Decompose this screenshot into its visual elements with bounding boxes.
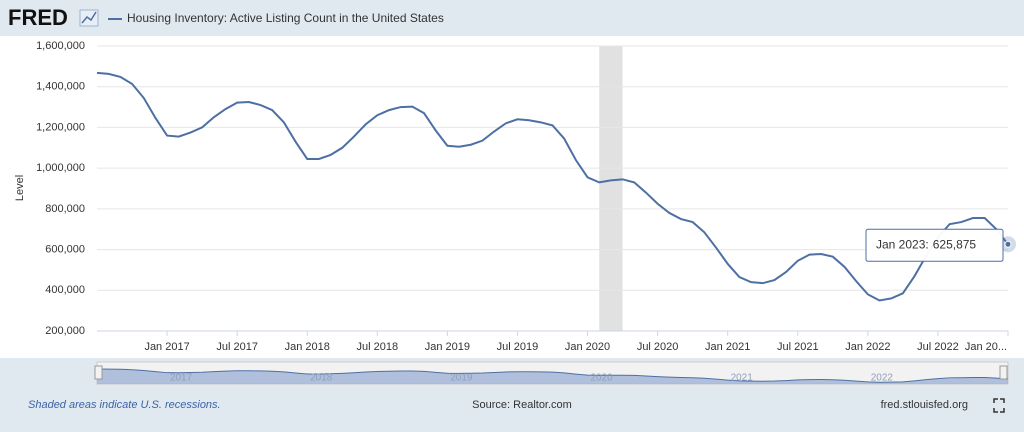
navigator-label: 2019 [450, 373, 473, 384]
navigator-label: 2018 [310, 373, 333, 384]
x-tick-label: Jul 2019 [497, 341, 539, 353]
y-tick-label: 1,600,000 [36, 40, 85, 52]
source: Source: Realtor.com [472, 399, 572, 411]
fullscreen-icon[interactable] [993, 398, 1005, 413]
recession-band [599, 46, 623, 331]
tooltip-text: Jan 2023: 625,875 [876, 237, 976, 251]
series-line [96, 71, 1009, 302]
navigator-handle[interactable] [999, 365, 1008, 380]
logo: FRED [8, 5, 68, 30]
x-tick-label: Jan 2022 [845, 341, 890, 353]
y-tick-label: 600,000 [45, 243, 85, 255]
y-tick-label: 800,000 [45, 203, 85, 215]
hover-point [1004, 240, 1012, 248]
x-tick-label: Jan 2017 [144, 341, 189, 353]
y-tick-label: 1,400,000 [36, 81, 85, 93]
y-tick-label: 400,000 [45, 284, 85, 296]
tooltip-date: Jan 2023: [876, 237, 929, 251]
site[interactable]: fred.stlouisfed.org [881, 399, 968, 411]
x-tick-label: Jul 2017 [216, 341, 258, 353]
y-tick-label: 1,000,000 [36, 162, 85, 174]
logo-icon [79, 9, 99, 27]
x-tick-label: Jul 2022 [917, 341, 959, 353]
navigator-handle[interactable] [94, 365, 103, 380]
x-tick-label: Jan 2018 [285, 341, 330, 353]
y-axis-label: Level [14, 175, 26, 201]
navigator-area [97, 369, 1008, 384]
navigator-label: 2022 [871, 373, 894, 384]
tooltip-value: 625,875 [933, 237, 977, 251]
navigator-label: 2021 [731, 373, 754, 384]
legend-label: Housing Inventory: Active Listing Count … [127, 11, 444, 25]
navigator-label: 2017 [170, 373, 193, 384]
x-tick-label: Jan 20... [965, 341, 1007, 353]
navigator-line [96, 368, 1009, 383]
y-tick-label: 200,000 [45, 325, 85, 337]
x-tick-label: Jul 2020 [637, 341, 679, 353]
x-tick-label: Jan 2021 [705, 341, 750, 353]
x-tick-label: Jul 2021 [777, 341, 819, 353]
navigator-label: 2020 [590, 373, 613, 384]
tooltip-box [865, 228, 1004, 262]
x-tick-label: Jul 2018 [357, 341, 399, 353]
y-tick-label: 1,200,000 [36, 121, 85, 133]
chart-panel [0, 36, 1024, 358]
recession-note[interactable]: Shaded areas indicate U.S. recessions. [28, 399, 221, 411]
x-tick-label: Jan 2020 [565, 341, 610, 353]
x-tick-label: Jan 2019 [425, 341, 470, 353]
